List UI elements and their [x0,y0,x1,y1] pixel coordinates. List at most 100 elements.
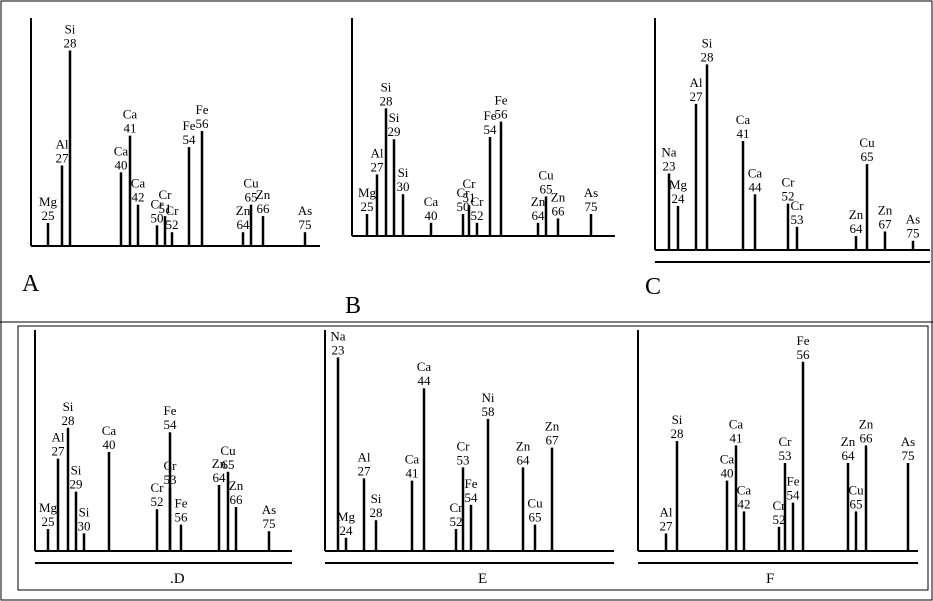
peak-mass-label: 51 [159,201,172,216]
peak-mass-label: 41 [730,430,743,445]
peak-element-label: Ca [417,359,432,374]
peak-element-label: Ca [405,452,420,467]
peak-mass-label: 40 [103,437,116,452]
peak-mass-label: 65 [850,496,863,511]
peak-element-label: Zn [545,419,560,434]
peak-element-label: Zn [236,203,251,218]
peak-mass-label: 66 [257,201,271,216]
peak-mass-label: 67 [546,433,560,448]
peak-element-label: As [298,203,312,218]
bottom-row-box [17,325,929,591]
peak-element-label: Zn [256,187,271,202]
peak-element-label: Si [65,22,76,37]
peak-element-label: Zn [878,202,893,217]
peak-mass-label: 40 [721,466,734,481]
peak-element-label: Mg [358,185,377,200]
peak-element-label: Cu [243,176,259,191]
peak-mass-label: 56 [495,107,509,122]
peak-element-label: Fe [495,93,508,108]
peak-mass-label: 50 [151,210,164,225]
peak-mass-label: 44 [749,179,763,194]
peak-element-label: As [584,185,598,200]
panel-label: E [478,571,487,587]
peak-element-label: Cu [859,135,875,150]
peak-element-label: Ca [720,452,735,467]
peak-element-label: Na [330,328,345,343]
peak-mass-label: 64 [532,208,546,223]
peak-mass-label: 44 [418,373,432,388]
peak-mass-label: 65 [529,510,542,525]
peak-element-label: Ca [736,112,751,127]
peak-element-label: Ni [482,390,495,405]
peak-mass-label: 56 [196,116,210,131]
peak-element-label: Ca [123,107,138,122]
peak-element-label: Si [398,165,409,180]
peak-element-label: Cr [471,194,485,209]
peak-mass-label: 28 [370,505,383,520]
peak-mass-label: 66 [552,203,566,218]
peak-mass-label: 40 [425,208,438,223]
peak-mass-label: 65 [540,181,553,196]
peak-element-label: Cr [457,185,471,200]
peak-element-label: Zn [841,434,856,449]
peak-element-label: Mg [669,177,688,192]
peak-mass-label: 65 [861,149,874,164]
peak-element-label: Zn [516,438,531,453]
peak-element-label: Al [660,504,673,519]
peak-element-label: Cr [151,480,165,495]
peak-element-label: Na [661,144,676,159]
peak-mass-label: 25 [42,514,55,529]
peak-mass-label: 56 [797,347,811,362]
peak-element-label: Cu [527,496,543,511]
peak-mass-label: 28 [64,36,77,51]
peak-mass-label: 30 [397,179,410,194]
peak-mass-label: 64 [842,448,856,463]
peak-mass-label: 54 [465,490,479,505]
peak-element-label: Cr [166,203,180,218]
peak-mass-label: 53 [779,448,792,463]
peak-mass-label: 54 [164,417,178,432]
peak-element-label: Zn [849,207,864,222]
peak-mass-label: 52 [166,217,179,232]
peak-element-label: Zn [212,456,227,471]
peak-mass-label: 41 [406,466,419,481]
peak-mass-label: 52 [450,514,463,529]
peak-element-label: Si [371,491,382,506]
peak-element-label: Cr [151,196,165,211]
peak-element-label: Al [358,449,371,464]
peak-mass-label: 75 [902,448,915,463]
peak-mass-label: 41 [737,126,750,141]
peak-mass-label: 42 [738,496,751,511]
peak-mass-label: 75 [585,199,598,214]
peak-element-label: Fe [484,108,497,123]
peak-element-label: Mg [39,194,58,209]
peak-mass-label: 75 [299,217,312,232]
peak-element-label: Ca [748,165,763,180]
peak-mass-label: 52 [782,189,795,204]
peak-mass-label: 64 [213,470,227,485]
peak-mass-label: 75 [263,516,276,531]
peak-element-label: Cr [779,434,793,449]
peak-mass-label: 66 [860,430,874,445]
peak-mass-label: 27 [52,444,66,459]
peak-element-label: Cr [450,500,464,515]
peak-element-label: As [901,434,915,449]
panel-label: B [345,293,361,319]
peak-mass-label: 27 [690,89,704,104]
peak-element-label: Zn [229,478,244,493]
peak-mass-label: 27 [371,159,385,174]
peak-mass-label: 23 [663,158,676,173]
peak-mass-label: 54 [183,132,197,147]
peak-element-label: Al [371,145,384,160]
peak-element-label: Mg [337,509,356,524]
peak-element-label: Cr [159,187,173,202]
peak-mass-label: 52 [471,208,484,223]
peak-element-label: Fe [465,476,478,491]
peak-mass-label: 25 [42,208,55,223]
peak-element-label: Fe [797,333,810,348]
peak-element-label: Cu [848,482,864,497]
peak-element-label: Si [702,35,713,50]
panel-label: A [22,271,40,297]
peak-mass-label: 28 [701,49,714,64]
